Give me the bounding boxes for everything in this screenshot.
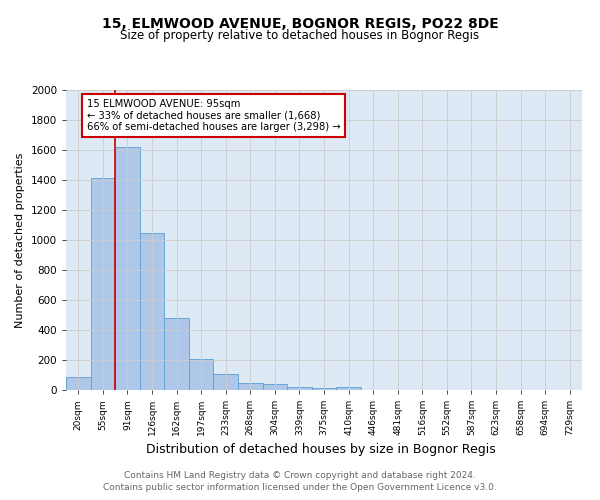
Text: Distribution of detached houses by size in Bognor Regis: Distribution of detached houses by size …	[146, 442, 496, 456]
Bar	[287, 387, 312, 390]
Bar	[164, 318, 189, 390]
Bar	[238, 383, 263, 390]
Bar	[91, 178, 115, 390]
Text: 15, ELMWOOD AVENUE, BOGNOR REGIS, PO22 8DE: 15, ELMWOOD AVENUE, BOGNOR REGIS, PO22 8…	[101, 18, 499, 32]
Text: Contains public sector information licensed under the Open Government Licence v3: Contains public sector information licen…	[103, 482, 497, 492]
Bar	[336, 387, 361, 390]
Bar	[189, 359, 214, 390]
Bar	[140, 233, 164, 390]
Text: Size of property relative to detached houses in Bognor Regis: Size of property relative to detached ho…	[121, 29, 479, 42]
Bar	[214, 374, 238, 390]
Bar	[263, 384, 287, 390]
Text: 15 ELMWOOD AVENUE: 95sqm
← 33% of detached houses are smaller (1,668)
66% of sem: 15 ELMWOOD AVENUE: 95sqm ← 33% of detach…	[86, 99, 340, 132]
Text: Contains HM Land Registry data © Crown copyright and database right 2024.: Contains HM Land Registry data © Crown c…	[124, 471, 476, 480]
Bar	[115, 147, 140, 390]
Y-axis label: Number of detached properties: Number of detached properties	[15, 152, 25, 328]
Bar	[312, 388, 336, 390]
Bar	[66, 377, 91, 390]
